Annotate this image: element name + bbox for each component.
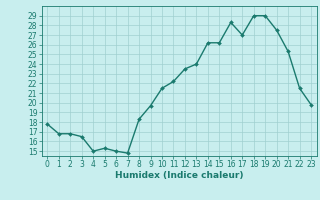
X-axis label: Humidex (Indice chaleur): Humidex (Indice chaleur) [115,171,244,180]
